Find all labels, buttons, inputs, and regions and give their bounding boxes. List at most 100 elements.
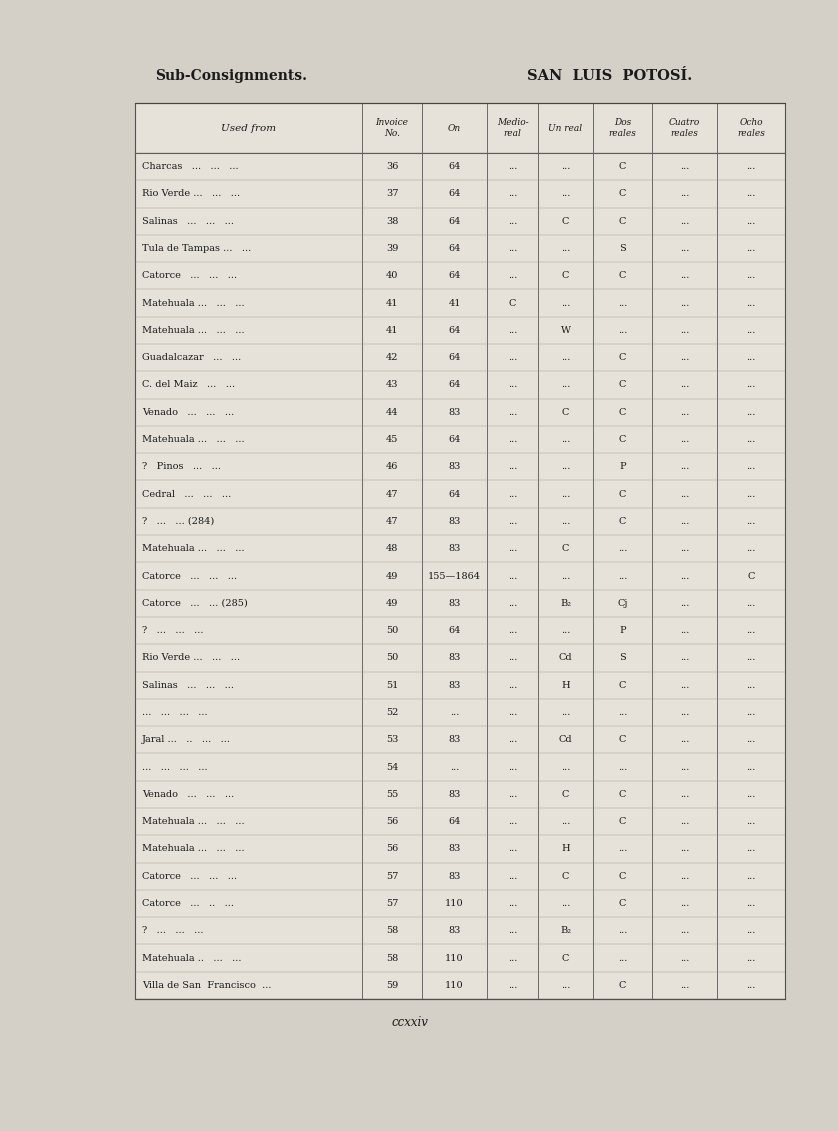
- Text: Catorce   ...   ...   ...: Catorce ... ... ...: [142, 571, 237, 580]
- Text: ...: ...: [618, 845, 627, 854]
- Text: P: P: [619, 627, 626, 636]
- Text: ...: ...: [561, 817, 570, 826]
- Text: ...: ...: [561, 353, 570, 362]
- Text: ...: ...: [508, 162, 517, 171]
- Text: 83: 83: [448, 463, 461, 472]
- Text: Salinas   ...   ...   ...: Salinas ... ... ...: [142, 217, 234, 226]
- Text: 155—1864: 155—1864: [428, 571, 481, 580]
- Text: Matehuala ...   ...   ...: Matehuala ... ... ...: [142, 326, 245, 335]
- Text: ...: ...: [680, 490, 689, 499]
- Text: C: C: [618, 490, 626, 499]
- Text: ...: ...: [680, 244, 689, 253]
- Text: Tula de Tampas ...   ...: Tula de Tampas ... ...: [142, 244, 251, 253]
- Text: 83: 83: [448, 926, 461, 935]
- Text: ...: ...: [747, 380, 756, 389]
- Text: ...: ...: [680, 162, 689, 171]
- Text: 55: 55: [385, 789, 398, 798]
- Text: ...: ...: [747, 162, 756, 171]
- Text: ?   ...   ...   ...: ? ... ... ...: [142, 627, 204, 636]
- Text: Medio-
real: Medio- real: [497, 119, 528, 138]
- Text: SAN  LUIS  POTOSÍ.: SAN LUIS POTOSÍ.: [527, 69, 693, 83]
- Text: 64: 64: [448, 326, 461, 335]
- Text: ...: ...: [680, 598, 689, 607]
- Text: ...: ...: [450, 762, 459, 771]
- Text: ...: ...: [680, 817, 689, 826]
- Text: 49: 49: [385, 598, 398, 607]
- Text: Cedral   ...   ...   ...: Cedral ... ... ...: [142, 490, 231, 499]
- Text: C: C: [618, 189, 626, 198]
- Text: 83: 83: [448, 735, 461, 744]
- Text: 59: 59: [385, 981, 398, 990]
- Text: ...: ...: [680, 926, 689, 935]
- Text: ...: ...: [508, 598, 517, 607]
- Text: ...: ...: [747, 490, 756, 499]
- Text: 41: 41: [385, 299, 398, 308]
- Text: ...: ...: [680, 380, 689, 389]
- Text: Venado   ...   ...   ...: Venado ... ... ...: [142, 789, 235, 798]
- Text: Venado   ...   ...   ...: Venado ... ... ...: [142, 408, 235, 416]
- Text: ...: ...: [618, 762, 627, 771]
- Text: 64: 64: [448, 162, 461, 171]
- Text: ...: ...: [680, 872, 689, 881]
- Text: C: C: [561, 408, 569, 416]
- Text: ...: ...: [561, 627, 570, 636]
- Text: Sub-Consignments.: Sub-Consignments.: [155, 69, 307, 83]
- Text: 83: 83: [448, 598, 461, 607]
- Text: ...: ...: [680, 544, 689, 553]
- Text: C: C: [618, 408, 626, 416]
- Text: ...: ...: [747, 654, 756, 663]
- Text: Matehuala ...   ...   ...: Matehuala ... ... ...: [142, 435, 245, 444]
- Text: C: C: [561, 789, 569, 798]
- Text: 41: 41: [448, 299, 461, 308]
- Text: ...: ...: [508, 735, 517, 744]
- Text: 41: 41: [385, 326, 398, 335]
- Text: ...: ...: [508, 408, 517, 416]
- Text: ...: ...: [618, 953, 627, 962]
- Text: ...: ...: [747, 735, 756, 744]
- Text: ...: ...: [561, 189, 570, 198]
- Text: 83: 83: [448, 845, 461, 854]
- Text: ...: ...: [747, 217, 756, 226]
- Text: ...: ...: [508, 681, 517, 690]
- Text: ...: ...: [508, 244, 517, 253]
- Text: C: C: [618, 789, 626, 798]
- Text: ...: ...: [508, 490, 517, 499]
- Text: C: C: [618, 271, 626, 280]
- Text: Dos
reales: Dos reales: [608, 119, 636, 138]
- Text: ...: ...: [561, 435, 570, 444]
- Text: 52: 52: [385, 708, 398, 717]
- Text: ...: ...: [508, 463, 517, 472]
- Text: ...: ...: [508, 353, 517, 362]
- Text: ...: ...: [561, 981, 570, 990]
- Text: ...: ...: [618, 326, 627, 335]
- Text: Cd: Cd: [559, 735, 572, 744]
- Text: Invoice
No.: Invoice No.: [375, 119, 408, 138]
- Text: ...: ...: [508, 217, 517, 226]
- Text: ...: ...: [618, 571, 627, 580]
- Text: ...: ...: [508, 845, 517, 854]
- Text: Matehuala ..   ...   ...: Matehuala .. ... ...: [142, 953, 241, 962]
- Text: ...: ...: [561, 571, 570, 580]
- Text: 83: 83: [448, 789, 461, 798]
- Text: Cuatro
reales: Cuatro reales: [669, 119, 700, 138]
- Text: ...: ...: [747, 271, 756, 280]
- Text: 83: 83: [448, 872, 461, 881]
- Text: ...: ...: [747, 708, 756, 717]
- Text: ...: ...: [747, 845, 756, 854]
- Text: ...: ...: [508, 544, 517, 553]
- Text: 36: 36: [385, 162, 398, 171]
- Text: 38: 38: [385, 217, 398, 226]
- Text: ...: ...: [508, 435, 517, 444]
- Text: 110: 110: [445, 953, 463, 962]
- Text: ...: ...: [680, 681, 689, 690]
- Text: 83: 83: [448, 517, 461, 526]
- Text: Rio Verde ...   ...   ...: Rio Verde ... ... ...: [142, 189, 241, 198]
- Text: 42: 42: [385, 353, 398, 362]
- Text: 57: 57: [385, 872, 398, 881]
- Text: Catorce   ...   ..   ...: Catorce ... .. ...: [142, 899, 234, 908]
- Text: 39: 39: [385, 244, 398, 253]
- Text: C: C: [618, 899, 626, 908]
- Text: Catorce   ...   ...   ...: Catorce ... ... ...: [142, 271, 237, 280]
- Text: Charcas   ...   ...   ...: Charcas ... ... ...: [142, 162, 239, 171]
- Text: C. del Maiz   ...   ...: C. del Maiz ... ...: [142, 380, 235, 389]
